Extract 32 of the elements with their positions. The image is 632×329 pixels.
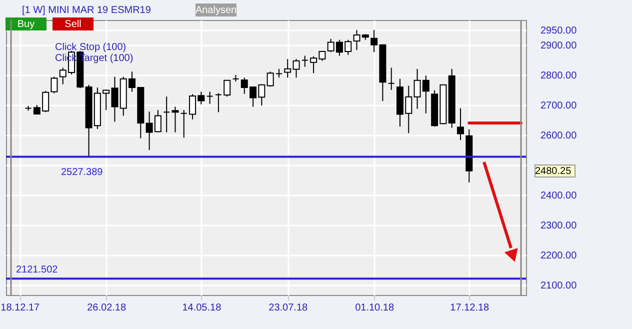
- candlestick: [224, 80, 231, 98]
- x-tick-label: 01.10.18: [355, 302, 394, 314]
- x-tick-label: 26.02.18: [87, 302, 126, 314]
- y-tick-label: 2400.00: [540, 190, 578, 202]
- annotation: Sell: [64, 19, 82, 30]
- y-tick-label: 2600.00: [540, 130, 578, 142]
- chart-title: [1 W] MINI MAR 19 ESMR19: [22, 5, 152, 16]
- annotation: Buy: [17, 19, 35, 30]
- y-tick-label: 2950.00: [540, 25, 578, 36]
- candlestick: [180, 110, 188, 138]
- text: 2480.25: [535, 166, 572, 177]
- y-tick-label: 2900.00: [540, 40, 578, 52]
- candlestick: [456, 108, 464, 141]
- ref-line-label: 2527.389: [61, 166, 104, 178]
- y-tick-label: 2100.00: [540, 280, 578, 292]
- x-tick-label: 18.12.17: [0, 302, 40, 314]
- candlestick: [388, 67, 395, 90]
- y-tick-label: 2800.00: [540, 70, 578, 82]
- x-tick-label: 23.07.18: [268, 302, 308, 314]
- ref-line-label: 2121.502: [16, 264, 58, 276]
- x-tick-label: 17.12.18: [450, 302, 490, 314]
- candlestick: [163, 96, 170, 133]
- candlestick: [214, 92, 222, 113]
- y-tick-label: 2300.00: [540, 220, 578, 232]
- text: Analysen: [195, 5, 237, 16]
- y-tick-label: 2200.00: [540, 250, 578, 262]
- x-tick-label: 14.05.18: [182, 302, 222, 314]
- annotation: Click Stop (100): [55, 42, 126, 53]
- candlestick: [206, 91, 214, 104]
- candlestick: [301, 55, 308, 68]
- candlestick: [172, 106, 179, 133]
- y-tick-label: 2700.00: [540, 100, 578, 112]
